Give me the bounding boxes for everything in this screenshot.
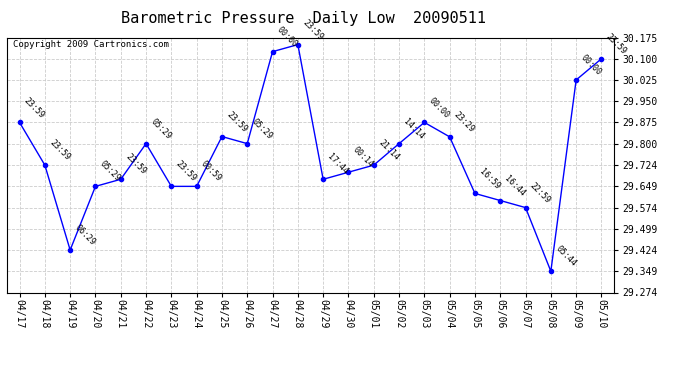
Text: 23:59: 23:59 [174,159,198,184]
Text: 00:59: 00:59 [199,159,224,184]
Text: 16:59: 16:59 [477,166,502,190]
Text: 05:29: 05:29 [149,117,173,141]
Text: 23:59: 23:59 [48,138,72,162]
Text: 23:59: 23:59 [22,96,46,120]
Text: 21:14: 21:14 [377,138,401,162]
Text: 00:00: 00:00 [275,25,299,49]
Text: 00:14: 00:14 [351,146,375,170]
Text: 05:29: 05:29 [250,117,274,141]
Text: 23:59: 23:59 [124,153,148,177]
Text: 00:00: 00:00 [579,53,603,77]
Text: 06:29: 06:29 [73,223,97,247]
Text: 17:44: 17:44 [326,153,350,177]
Text: Copyright 2009 Cartronics.com: Copyright 2009 Cartronics.com [13,40,169,49]
Text: 22:59: 22:59 [529,181,553,205]
Text: 05:44: 05:44 [553,244,578,268]
Text: 00:00: 00:00 [427,96,451,120]
Text: 23:59: 23:59 [604,32,629,56]
Text: 23:59: 23:59 [301,18,325,42]
Text: 14:14: 14:14 [402,117,426,141]
Text: 23:59: 23:59 [225,110,249,134]
Text: Barometric Pressure  Daily Low  20090511: Barometric Pressure Daily Low 20090511 [121,11,486,26]
Text: 16:44: 16:44 [503,174,527,198]
Text: 05:29: 05:29 [98,159,122,184]
Text: 23:29: 23:29 [453,110,477,134]
